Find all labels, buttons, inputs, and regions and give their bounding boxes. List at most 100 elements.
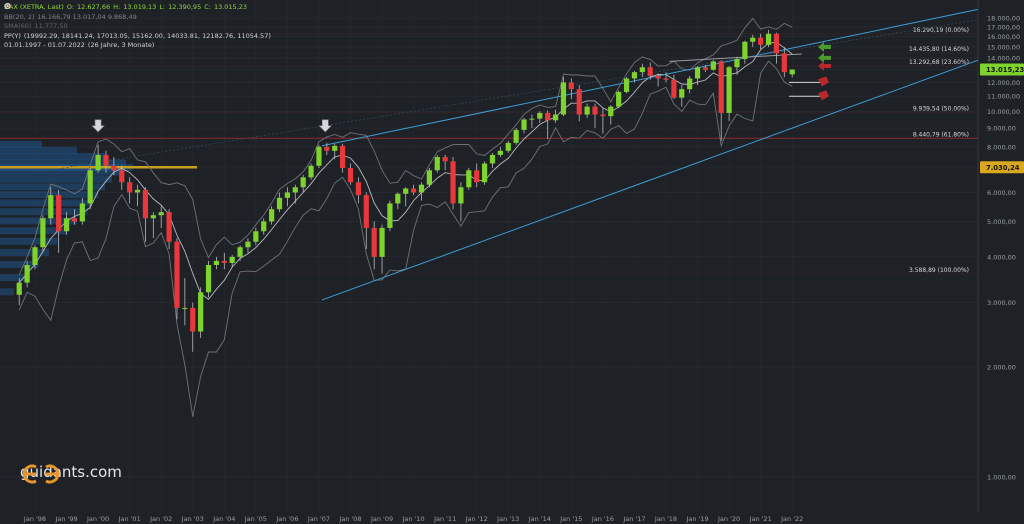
poc-price-label: 7.030,24 [986, 164, 1020, 172]
fib-label: 16.290,19 (0.00%) [913, 27, 969, 34]
candle-body [111, 165, 117, 171]
guidants-logo-icon [22, 464, 60, 484]
candle-body [560, 82, 567, 115]
x-tick-label: Jan '15 [559, 515, 582, 523]
sma-label: SMA(60) [4, 22, 32, 31]
down-arrow-icon [318, 119, 332, 133]
high-label: H: [113, 3, 121, 11]
x-tick-label: Jan '20 [717, 515, 740, 523]
candle-body [56, 195, 62, 232]
period-range: 01.01.1997 - 01.07.2022 [4, 41, 85, 50]
y-tick-label: 15.000,00 [987, 43, 1020, 51]
candle-body [347, 167, 354, 183]
candle-body [537, 112, 543, 119]
volume-profile [0, 140, 197, 296]
red-arrow-icon [818, 90, 829, 101]
candle-body [765, 33, 772, 45]
candle-body [71, 218, 78, 222]
x-tick-label: Jan '98 [23, 515, 46, 523]
candle-body [269, 209, 275, 222]
candle-body [434, 157, 440, 171]
volume-profile-bar [0, 159, 126, 167]
legend-sma-row: SMA(60) 11.777,50 [4, 5, 271, 32]
candle-body [119, 170, 125, 183]
x-tick-label: Jan '13 [496, 515, 519, 523]
x-tick-label: Jan '12 [465, 515, 488, 523]
x-axis: Jan '98 Jan '99 Jan '00 Jan '01 Jan '02 Jan '… [23, 515, 803, 523]
x-tick-label: Jan '06 [275, 515, 298, 523]
candle-body [584, 106, 590, 115]
candle-body [316, 146, 322, 166]
candle-body [710, 61, 716, 70]
annotations-layer [91, 41, 831, 133]
candle-body [32, 247, 38, 265]
x-tick-label: Jan '09 [370, 515, 393, 523]
candle-body [639, 67, 645, 73]
candle-body [466, 170, 472, 188]
y-axis: 1.000,00 2.000,00 3.000,00 4.000,00 5.000,00… [977, 0, 1024, 512]
brand-logo: guidants.com [20, 463, 122, 484]
volume-profile-bar [0, 146, 77, 154]
bb-values: 16.166,79 13.017,04 9.868,49 [37, 12, 137, 21]
volume-profile-bar [0, 274, 27, 282]
y-tick-label: 17.000,00 [987, 24, 1020, 32]
x-tick-label: Jan '07 [307, 515, 330, 523]
open-label: O: [66, 3, 75, 11]
volume-profile-bar [0, 183, 105, 191]
candle-body [552, 114, 559, 121]
candle-body [40, 218, 46, 248]
candle-body [592, 106, 598, 115]
current-price-label: 13.015,23 [986, 66, 1024, 74]
candle-body [292, 187, 298, 193]
candle-body [758, 37, 764, 45]
candle-body [95, 154, 101, 171]
x-tick-label: Jan '10 [402, 515, 425, 523]
candle-body [198, 292, 204, 332]
pp-values: (19992.29, 18141.24, 17013.05, 15162.00,… [23, 31, 271, 40]
candle-body [79, 203, 85, 222]
candle-body [237, 247, 243, 257]
candle-body [103, 154, 109, 166]
candle-body [63, 218, 70, 232]
candle-body [24, 264, 30, 283]
fib-label: 14.435,80 (14.60%) [909, 46, 969, 53]
y-tick-label: 6.000,00 [987, 189, 1016, 197]
red-arrow-icon [818, 76, 829, 87]
candle-body [340, 145, 346, 168]
x-tick-label: Jan '01 [118, 515, 141, 523]
current-price-label-bg [980, 63, 1024, 76]
candle-body [450, 161, 456, 204]
low-label: L: [159, 3, 166, 11]
candle-body [16, 282, 22, 295]
y-tick-label: 3.000,00 [987, 299, 1016, 307]
candle-body [726, 67, 732, 113]
candle-body [87, 170, 93, 204]
candle-body [418, 184, 425, 193]
candle-body [505, 142, 511, 151]
volume-profile-bar [0, 237, 58, 245]
candle-body [324, 146, 330, 151]
candle-body [355, 182, 361, 196]
close-label: C: [204, 3, 211, 11]
candle-body [781, 53, 787, 73]
instrument-name: DAX (XETRA, Last) [4, 3, 64, 11]
candle-body [529, 118, 535, 120]
candle-body [205, 264, 212, 293]
resistance-line [669, 53, 802, 62]
candle-body [308, 165, 314, 178]
poc-price-label-bg [980, 161, 1024, 174]
x-tick-label: Jan '02 [149, 515, 172, 523]
x-tick-label: Jan '18 [654, 515, 677, 523]
candle-body [395, 193, 401, 204]
candle-body [261, 221, 267, 232]
volume-profile-bar [0, 217, 77, 225]
candle-body [253, 231, 259, 242]
volume-profile-bar [0, 153, 105, 161]
candle-body [229, 256, 235, 263]
candle-body [182, 307, 188, 309]
candle-body [458, 187, 464, 204]
candle-body [694, 67, 701, 79]
y-tick-label: 1.000,00 [987, 474, 1016, 482]
candle-body [474, 170, 480, 183]
